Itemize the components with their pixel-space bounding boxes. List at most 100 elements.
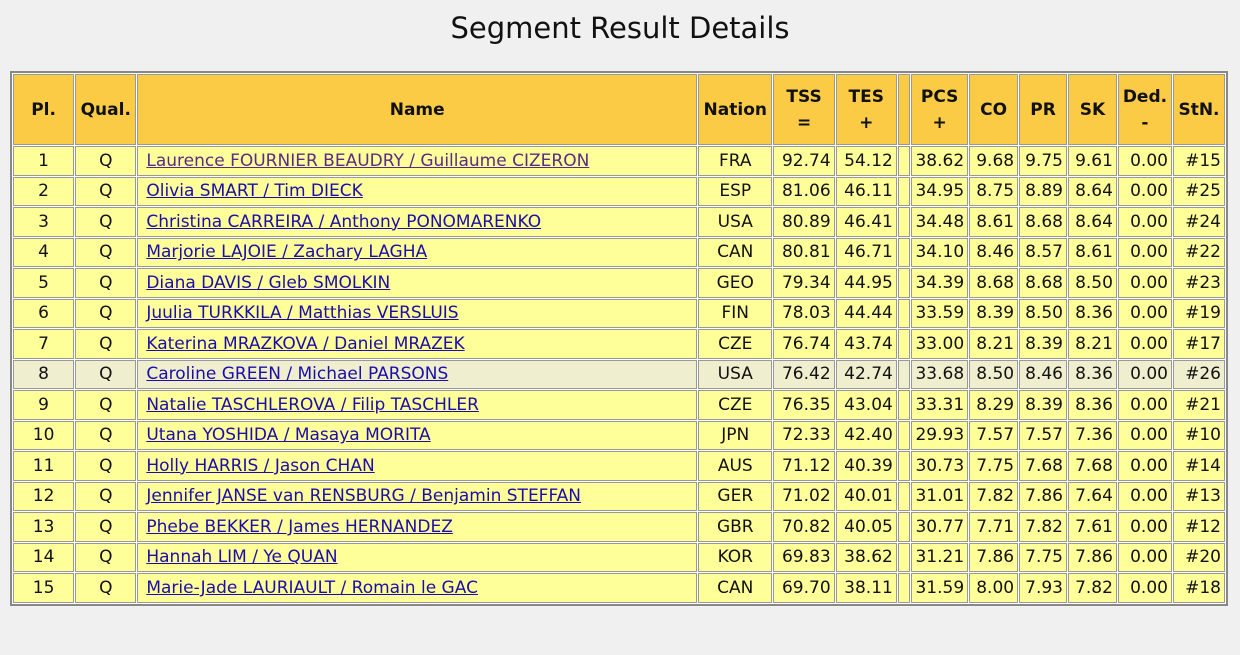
result-row: 6 Q Juulia TURKKILA / Matthias VERSLUIS FIN… bbox=[13, 298, 1225, 328]
skater-link[interactable]: Laurence FOURNIER BEAUDRY / Guillaume CI… bbox=[146, 150, 590, 171]
skater-link[interactable]: Hannah LIM / Ye QUAN bbox=[146, 547, 338, 568]
cell: 8.50 bbox=[969, 359, 1019, 389]
cell: 38.11 bbox=[835, 573, 897, 603]
cell: 0.00 bbox=[1117, 329, 1172, 359]
cell: CAN bbox=[698, 573, 773, 603]
cell: 7.86 bbox=[969, 542, 1019, 572]
skater-link[interactable]: Katerina MRAZKOVA / Daniel MRAZEK bbox=[146, 333, 465, 354]
cell: 0.00 bbox=[1117, 268, 1172, 298]
cell: 8.39 bbox=[1019, 329, 1067, 359]
header-label: TES bbox=[848, 86, 884, 107]
skater-link[interactable]: Marie-Jade LAURIAULT / Romain le GAC bbox=[146, 577, 478, 598]
cell: 31.59 bbox=[911, 573, 969, 603]
skater-link[interactable]: Caroline GREEN / Michael PARSONS bbox=[146, 364, 449, 385]
name-cell: Diana DAVIS / Gleb SMOLKIN bbox=[137, 268, 698, 298]
name-cell: Hannah LIM / Ye QUAN bbox=[137, 542, 698, 572]
cell: #13 bbox=[1172, 481, 1225, 511]
skater-link[interactable]: Holly HARRIS / Jason CHAN bbox=[146, 455, 375, 476]
spacer bbox=[897, 390, 911, 420]
cell: 0.00 bbox=[1117, 146, 1172, 176]
spacer bbox=[897, 359, 911, 389]
column-header: StN. bbox=[1172, 74, 1225, 145]
cell: #21 bbox=[1172, 390, 1225, 420]
cell: 7.93 bbox=[1019, 573, 1067, 603]
spacer bbox=[897, 207, 911, 237]
cell: 14 bbox=[13, 542, 75, 572]
cell: Q bbox=[75, 573, 137, 603]
cell: #10 bbox=[1172, 420, 1225, 450]
cell: 33.00 bbox=[911, 329, 969, 359]
result-row: 1 Q Laurence FOURNIER BEAUDRY / Guillaume … bbox=[13, 146, 1225, 176]
column-header: SK bbox=[1068, 74, 1117, 145]
header-label: CO bbox=[980, 99, 1008, 120]
cell: 34.95 bbox=[911, 176, 969, 206]
cell: 0.00 bbox=[1117, 451, 1172, 481]
cell: 7.75 bbox=[969, 451, 1019, 481]
cell: 9 bbox=[13, 390, 75, 420]
cell: 34.10 bbox=[911, 237, 969, 267]
name-cell: Christina CARREIRA / Anthony PONOMARENKO bbox=[137, 207, 698, 237]
cell: #17 bbox=[1172, 329, 1225, 359]
skater-link[interactable]: Juulia TURKKILA / Matthias VERSLUIS bbox=[146, 303, 459, 324]
cell: 8.21 bbox=[969, 329, 1019, 359]
cell: #22 bbox=[1172, 237, 1225, 267]
cell: 31.01 bbox=[911, 481, 969, 511]
cell: 13 bbox=[13, 512, 75, 542]
cell: 0.00 bbox=[1117, 298, 1172, 328]
cell: CZE bbox=[698, 329, 773, 359]
cell: 29.93 bbox=[911, 420, 969, 450]
header-label: StN. bbox=[1178, 99, 1220, 120]
cell: 8 bbox=[13, 359, 75, 389]
cell: 9.75 bbox=[1019, 146, 1067, 176]
cell: 43.04 bbox=[835, 390, 897, 420]
cell: 80.81 bbox=[773, 237, 835, 267]
cell: USA bbox=[698, 207, 773, 237]
cell: 0.00 bbox=[1117, 512, 1172, 542]
cell: 8.36 bbox=[1068, 359, 1117, 389]
column-header: Qual. bbox=[75, 74, 137, 145]
name-cell: Jennifer JANSE van RENSBURG / Benjamin S… bbox=[137, 481, 698, 511]
skater-link[interactable]: Marjorie LAJOIE / Zachary LAGHA bbox=[146, 242, 428, 263]
header-sub: + bbox=[859, 112, 874, 133]
cell: FRA bbox=[698, 146, 773, 176]
cell: 71.12 bbox=[773, 451, 835, 481]
cell: 42.74 bbox=[835, 359, 897, 389]
skater-link[interactable]: Phebe BEKKER / James HERNANDEZ bbox=[146, 516, 453, 537]
cell: 8.89 bbox=[1019, 176, 1067, 206]
skater-link[interactable]: Jennifer JANSE van RENSBURG / Benjamin S… bbox=[146, 486, 582, 507]
column-header: TES + bbox=[835, 74, 897, 145]
cell: 8.68 bbox=[969, 268, 1019, 298]
cell: 71.02 bbox=[773, 481, 835, 511]
skater-link[interactable]: Olivia SMART / Tim DIECK bbox=[146, 181, 363, 202]
name-cell: Utana YOSHIDA / Masaya MORITA bbox=[137, 420, 698, 450]
cell: 78.03 bbox=[773, 298, 835, 328]
cell: 5 bbox=[13, 268, 75, 298]
cell: 40.39 bbox=[835, 451, 897, 481]
spacer bbox=[897, 237, 911, 267]
cell: 42.40 bbox=[835, 420, 897, 450]
cell: 0.00 bbox=[1117, 542, 1172, 572]
cell: 81.06 bbox=[773, 176, 835, 206]
results-table: Pl. Qual. Name Nation TSS = TES + PCS + CO PR SK Ded.… bbox=[10, 71, 1228, 606]
spacer bbox=[897, 481, 911, 511]
result-row: 11 Q Holly HARRIS / Jason CHAN AUS 71.12 40.3… bbox=[13, 451, 1225, 481]
cell: 1 bbox=[13, 146, 75, 176]
cell: Q bbox=[75, 268, 137, 298]
cell: 8.21 bbox=[1068, 329, 1117, 359]
cell: 79.34 bbox=[773, 268, 835, 298]
result-row: 8 Q Caroline GREEN / Michael PARSONS USA 76.… bbox=[13, 359, 1225, 389]
cell: Q bbox=[75, 512, 137, 542]
skater-link[interactable]: Natalie TASCHLEROVA / Filip TASCHLER bbox=[146, 394, 479, 415]
cell: Q bbox=[75, 451, 137, 481]
cell: JPN bbox=[698, 420, 773, 450]
cell: GBR bbox=[698, 512, 773, 542]
cell: 7.57 bbox=[1019, 420, 1067, 450]
skater-link[interactable]: Utana YOSHIDA / Masaya MORITA bbox=[146, 425, 431, 446]
column-header: Name bbox=[137, 74, 698, 145]
skater-link[interactable]: Christina CARREIRA / Anthony PONOMARENKO bbox=[146, 211, 542, 232]
cell: 38.62 bbox=[835, 542, 897, 572]
cell: USA bbox=[698, 359, 773, 389]
cell: 7.82 bbox=[1019, 512, 1067, 542]
skater-link[interactable]: Diana DAVIS / Gleb SMOLKIN bbox=[146, 272, 391, 293]
